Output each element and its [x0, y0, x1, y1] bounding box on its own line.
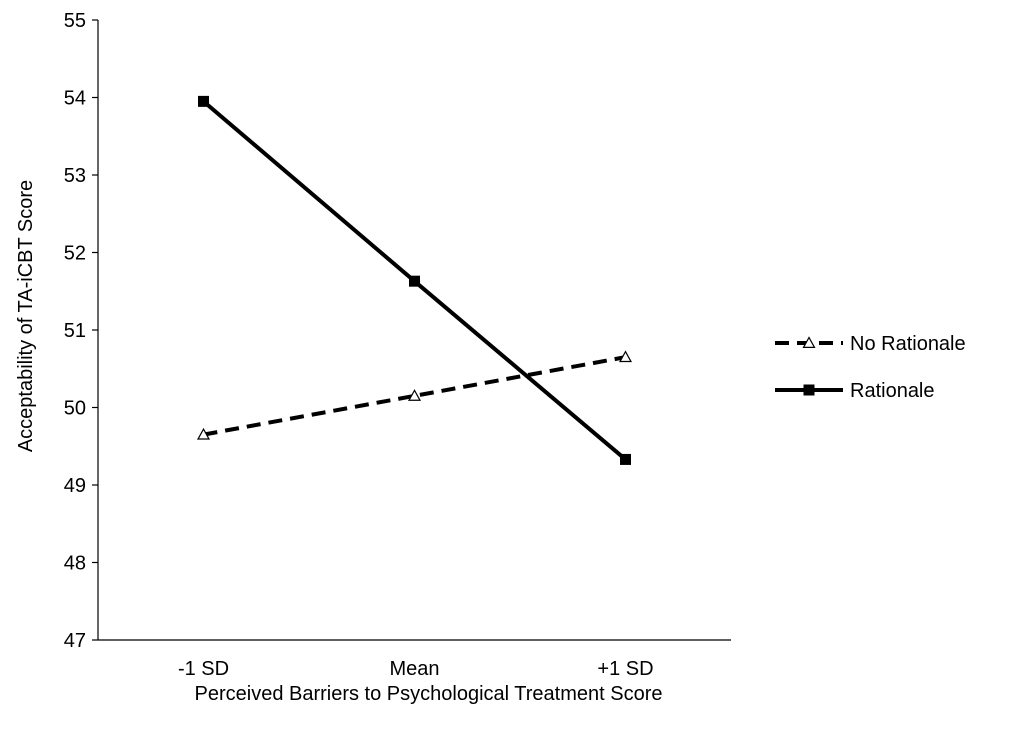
data-point [618, 350, 633, 363]
y-tick-label: 53 [64, 165, 86, 187]
y-axis-title: Acceptability of TA-iCBT Score [15, 180, 37, 452]
x-tick-label: -1 SD [178, 658, 229, 680]
legend-label: Rationale [850, 380, 935, 402]
series-line [203, 355, 626, 437]
y-tick-label: 52 [64, 243, 86, 265]
legend-marker [802, 336, 816, 348]
y-tick-label: 47 [64, 630, 86, 652]
x-ticks: -1 SD Mean +1 SD [178, 658, 654, 680]
series-group [196, 95, 633, 465]
data-point [409, 275, 420, 287]
series-0 [196, 350, 633, 440]
y-tick-label: 48 [64, 553, 86, 575]
legend-item: Rationale [775, 380, 935, 402]
legend-item: No Rationale [775, 333, 966, 355]
y-tick-label: 51 [64, 320, 86, 342]
data-point [407, 389, 422, 401]
y-axis: 47 48 49 50 51 52 53 54 55 [64, 10, 99, 652]
legend-label: No Rationale [850, 333, 966, 355]
data-point [196, 427, 211, 440]
y-tick-label: 50 [64, 398, 86, 420]
x-tick-label: +1 SD [597, 658, 653, 680]
x-axis: -1 SD Mean +1 SD [98, 639, 731, 680]
y-tick-label: 55 [64, 10, 86, 32]
legend-marker [803, 384, 815, 396]
data-point [198, 95, 209, 107]
series-1 [198, 95, 631, 465]
x-axis-title: Perceived Barriers to Psychological Trea… [195, 683, 663, 705]
x-tick-label: Mean [389, 658, 439, 680]
y-ticks: 47 48 49 50 51 52 53 54 55 [64, 10, 98, 652]
legend: No Rationale Rationale [775, 333, 966, 402]
y-tick-label: 54 [64, 88, 86, 110]
data-point [620, 453, 631, 465]
y-tick-label: 49 [64, 475, 86, 497]
